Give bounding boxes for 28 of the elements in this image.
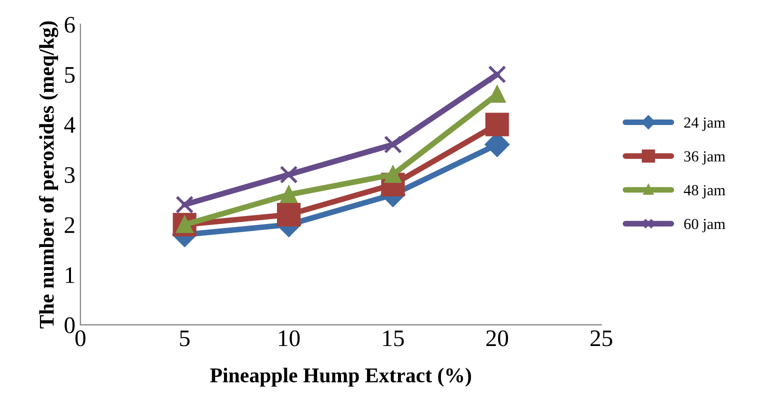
- point: [488, 86, 506, 103]
- x-tick-label: 10: [279, 330, 300, 346]
- x-tick-label: 5: [180, 330, 190, 346]
- x-tick-label: 25: [590, 330, 612, 346]
- point: [276, 202, 301, 226]
- point: [384, 136, 402, 154]
- point: [280, 186, 298, 203]
- y-tick-label: 6: [64, 16, 75, 33]
- x-tick-label: 0: [75, 330, 86, 346]
- y-tick-label: 4: [64, 117, 76, 133]
- y-axis-title: The number of peroxides (meq/kg): [38, 21, 58, 328]
- point: [488, 65, 506, 84]
- legend-label: 36 jam: [684, 151, 726, 165]
- point: [485, 112, 509, 136]
- x-tick-label: 20: [486, 330, 508, 346]
- y-tick-label: 1: [66, 267, 74, 283]
- y-tick-label: 3: [64, 167, 75, 184]
- y-tick-label: 5: [65, 67, 75, 83]
- legend-label: 60 jam: [684, 218, 726, 232]
- y-tick-label: 2: [64, 217, 74, 233]
- y-tick-label: 0: [64, 317, 75, 334]
- x-tick-label: 15: [383, 330, 404, 346]
- legend-label: 24 jam: [684, 117, 726, 131]
- point: [176, 196, 194, 214]
- x-axis-title: Pineapple Hump Extract (%): [210, 368, 472, 387]
- legend-label: 48 jam: [684, 185, 726, 198]
- point: [280, 166, 298, 184]
- point: [384, 166, 402, 183]
